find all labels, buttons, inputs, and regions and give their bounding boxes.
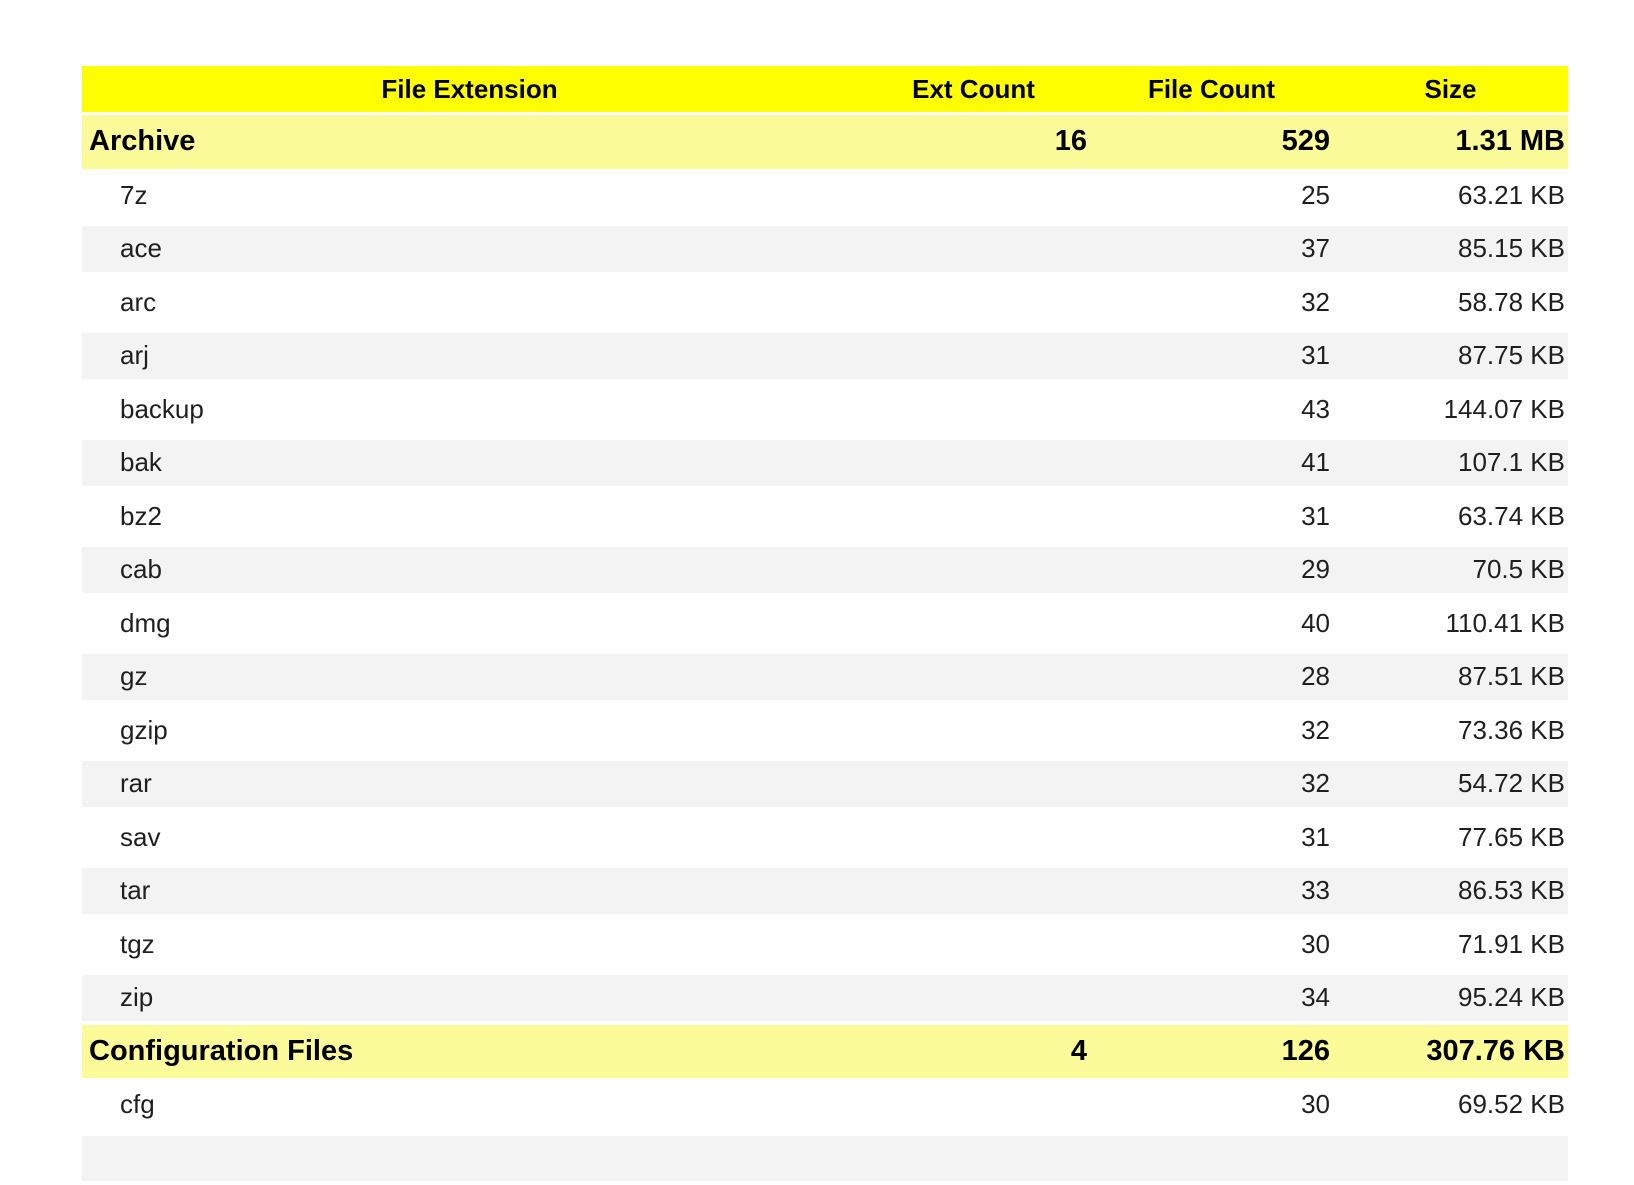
extension-cell: 7z [82, 180, 857, 211]
column-header-file-extension[interactable]: File Extension [82, 74, 857, 105]
size-cell: 77.65 KB [1333, 822, 1568, 853]
size-cell: 107.1 KB [1333, 447, 1568, 478]
group-file-count-cell: 126 [1090, 1035, 1333, 1068]
extension-cell: bak [82, 447, 857, 478]
partial-next-row[interactable] [82, 1132, 1568, 1185]
file-count-cell: 32 [1090, 287, 1333, 318]
group-size-cell: 1.31 MB [1333, 125, 1568, 158]
group-ext-count-cell: 4 [857, 1035, 1090, 1068]
file-count-cell: 31 [1090, 340, 1333, 371]
size-cell: 86.53 KB [1333, 875, 1568, 906]
extension-cell: bz2 [82, 501, 857, 532]
extension-cell: rar [82, 768, 857, 799]
size-cell: 73.36 KB [1333, 715, 1568, 746]
file-count-cell: 25 [1090, 180, 1333, 211]
size-cell: 110.41 KB [1333, 608, 1568, 639]
size-cell: 87.51 KB [1333, 661, 1568, 692]
file-count-cell: 32 [1090, 768, 1333, 799]
extension-cell: ace [82, 233, 857, 264]
file-count-cell: 31 [1090, 822, 1333, 853]
file-count-cell: 40 [1090, 608, 1333, 639]
file-count-cell: 32 [1090, 715, 1333, 746]
column-header-size[interactable]: Size [1333, 74, 1568, 105]
size-cell: 63.21 KB [1333, 180, 1568, 211]
extension-cell: arc [82, 287, 857, 318]
size-cell: 95.24 KB [1333, 982, 1568, 1013]
file-count-cell: 31 [1090, 501, 1333, 532]
size-cell: 85.15 KB [1333, 233, 1568, 264]
group-name-cell: Archive [82, 125, 857, 158]
size-cell: 71.91 KB [1333, 929, 1568, 960]
group-ext-count-cell: 16 [857, 125, 1090, 158]
file-count-cell: 30 [1090, 929, 1333, 960]
file-count-cell: 30 [1090, 1089, 1333, 1120]
extension-cell: tar [82, 875, 857, 906]
size-cell: 144.07 KB [1333, 394, 1568, 425]
group-size-cell: 307.76 KB [1333, 1035, 1568, 1068]
column-header-ext-count[interactable]: Ext Count [857, 74, 1090, 105]
file-count-cell: 41 [1090, 447, 1333, 478]
size-cell: 63.74 KB [1333, 501, 1568, 532]
file-count-cell: 33 [1090, 875, 1333, 906]
file-count-cell: 37 [1090, 233, 1333, 264]
extension-cell: cab [82, 554, 857, 585]
size-cell: 70.5 KB [1333, 554, 1568, 585]
size-cell: 69.52 KB [1333, 1089, 1568, 1120]
extension-cell: cfg [82, 1089, 857, 1120]
extension-cell: tgz [82, 929, 857, 960]
size-cell: 54.72 KB [1333, 768, 1568, 799]
column-header-file-count[interactable]: File Count [1090, 74, 1333, 105]
file-count-cell: 29 [1090, 554, 1333, 585]
group-file-count-cell: 529 [1090, 125, 1333, 158]
extension-cell: zip [82, 982, 857, 1013]
extension-cell: gz [82, 661, 857, 692]
file-extension-matrix: File Extension Ext Count File Count Size… [82, 66, 1568, 1185]
extension-cell: backup [82, 394, 857, 425]
file-count-cell: 28 [1090, 661, 1333, 692]
extension-cell: gzip [82, 715, 857, 746]
size-cell: 87.75 KB [1333, 340, 1568, 371]
matrix-header: File Extension Ext Count File Count Size [82, 66, 1568, 112]
extension-cell: dmg [82, 608, 857, 639]
file-count-cell: 34 [1090, 982, 1333, 1013]
extension-cell: sav [82, 822, 857, 853]
size-cell: 58.78 KB [1333, 287, 1568, 318]
extension-cell: arj [82, 340, 857, 371]
file-count-cell: 43 [1090, 394, 1333, 425]
group-name-cell: Configuration Files [82, 1035, 857, 1068]
